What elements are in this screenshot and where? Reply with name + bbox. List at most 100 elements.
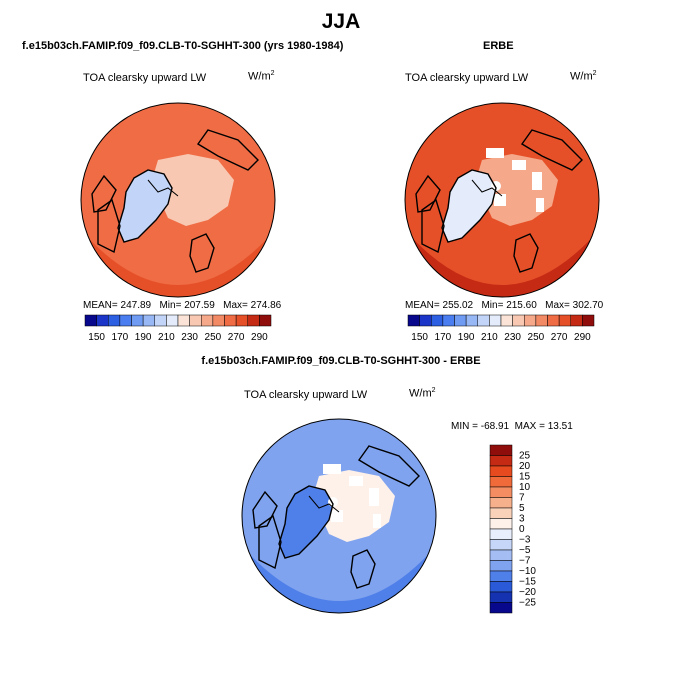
colorbar-swatch [431,314,444,327]
diff-colorbar-tick-label: 25 [519,451,531,462]
colorbar-tick-label: 270 [228,332,245,343]
model-stats: MEAN= 247.89 Min= 207.59 Max= 274.86 [83,300,282,311]
colorbar-tick-label: 290 [251,332,268,343]
model-map [81,103,275,297]
field-greenland [118,170,172,242]
colorbar-swatch [477,314,490,327]
diff-colorbar-swatch [489,518,513,530]
diff-colorbar-tick-label: 7 [519,493,525,504]
colorbar-tick-label: 190 [135,332,152,343]
model-units-label: W/m2 [248,70,275,83]
missing-data-patch [373,514,381,528]
diff-colorbar-tick-label: −7 [519,556,531,567]
diff-max: 13.51 [547,421,573,432]
colorbar-swatch [259,314,272,327]
colorbar-tick-label: 250 [528,332,545,343]
colorbar-swatch [96,314,109,327]
coastline [350,549,376,589]
colorbar-tick-label: 150 [411,332,428,343]
diff-colorbar-tick-label: 3 [519,514,525,525]
field-band [242,546,436,613]
map-border [241,418,437,614]
diff-colorbar-tick-label: −25 [519,598,536,609]
model-max: 274.86 [250,300,282,311]
obs-variable-label: TOA clearsky upward LW [405,72,529,84]
coastline [117,169,173,243]
diff-colorbar-swatch [489,528,513,540]
diff-colorbar-swatch [489,549,513,561]
field-greenland [442,170,496,242]
coastline [196,129,259,171]
colorbar-swatch [142,314,155,327]
missing-data-patch [486,148,504,158]
coastline [97,198,121,254]
field-band [405,230,599,297]
colorbar-swatch [189,314,202,327]
colorbar-swatch [154,314,167,327]
diff-colorbar-swatch [489,581,513,593]
diff-colorbar-swatch [489,476,513,488]
colorbar-tick-label: 230 [181,332,198,343]
diff-colorbar-swatch [489,602,513,614]
colorbar-swatch [524,314,537,327]
missing-data-patch [512,160,526,170]
colorbar-swatch [419,314,432,327]
colorbar-swatch [177,314,190,327]
coastline [308,495,340,513]
diff-colorbar-tick-label: −20 [519,587,536,598]
missing-data-patch [532,172,542,190]
colorbar-swatch [547,314,560,327]
missing-data-patch [494,194,506,206]
model-variable-label: TOA clearsky upward LW [83,72,207,84]
colorbar-swatch [535,314,548,327]
diff-colorbar-tick-label: −3 [519,535,531,546]
field-polar-region [152,154,234,226]
colorbar-swatch [454,314,467,327]
colorbar-swatch [235,314,248,327]
model-panel-title: f.e15b03ch.FAMIP.f09_f09.CLB-T0-SGHHT-30… [22,40,344,52]
colorbar-tick-label: 190 [458,332,475,343]
obs-max: 302.70 [572,300,604,311]
obs-panel-title: ERBE [483,40,514,52]
diff-variable-label: TOA clearsky upward LW [244,389,368,401]
coastline [421,198,445,254]
missing-data-patch [323,464,341,474]
colorbar-swatch [224,314,237,327]
colorbar-swatch [489,314,502,327]
coastline [278,485,334,559]
colorbar-tick-label: 170 [112,332,129,343]
colorbar-tick-label: 270 [551,332,568,343]
diff-colorbar-swatch [489,486,513,498]
diff-colorbar-tick-label: 20 [519,461,531,472]
colorbar-swatch [582,314,595,327]
missing-data-patch [369,488,379,506]
diff-colorbar-swatch [489,560,513,572]
coastline [441,169,497,243]
missing-data-patch [331,510,343,522]
colorbar-tick-label: 290 [574,332,591,343]
diff-colorbar-tick-label: −5 [519,545,531,556]
coastline [357,445,420,487]
colorbar-swatch [166,314,179,327]
colorbar-swatch [570,314,583,327]
coastline [520,129,583,171]
map-border [80,102,276,298]
diff-colorbar-tick-label: −10 [519,566,536,577]
diff-colorbar-swatch [489,455,513,467]
diff-colorbar-tick-label: 0 [519,524,525,535]
diff-colorbar-tick-label: 5 [519,503,525,514]
colorbar-swatch [108,314,121,327]
diff-min: -68.91 [480,421,510,432]
coastline [471,179,503,197]
coastline [147,179,179,197]
colorbar-tick-label: 150 [88,332,105,343]
colorbar-swatch [558,314,571,327]
missing-data-patch [536,198,544,212]
diff-colorbar-swatch [489,507,513,519]
diff-map [242,419,436,613]
obs-map [405,103,599,297]
field-band [81,230,275,297]
diff-colorbar-tick-label: −15 [519,577,536,588]
coastline [513,233,539,273]
